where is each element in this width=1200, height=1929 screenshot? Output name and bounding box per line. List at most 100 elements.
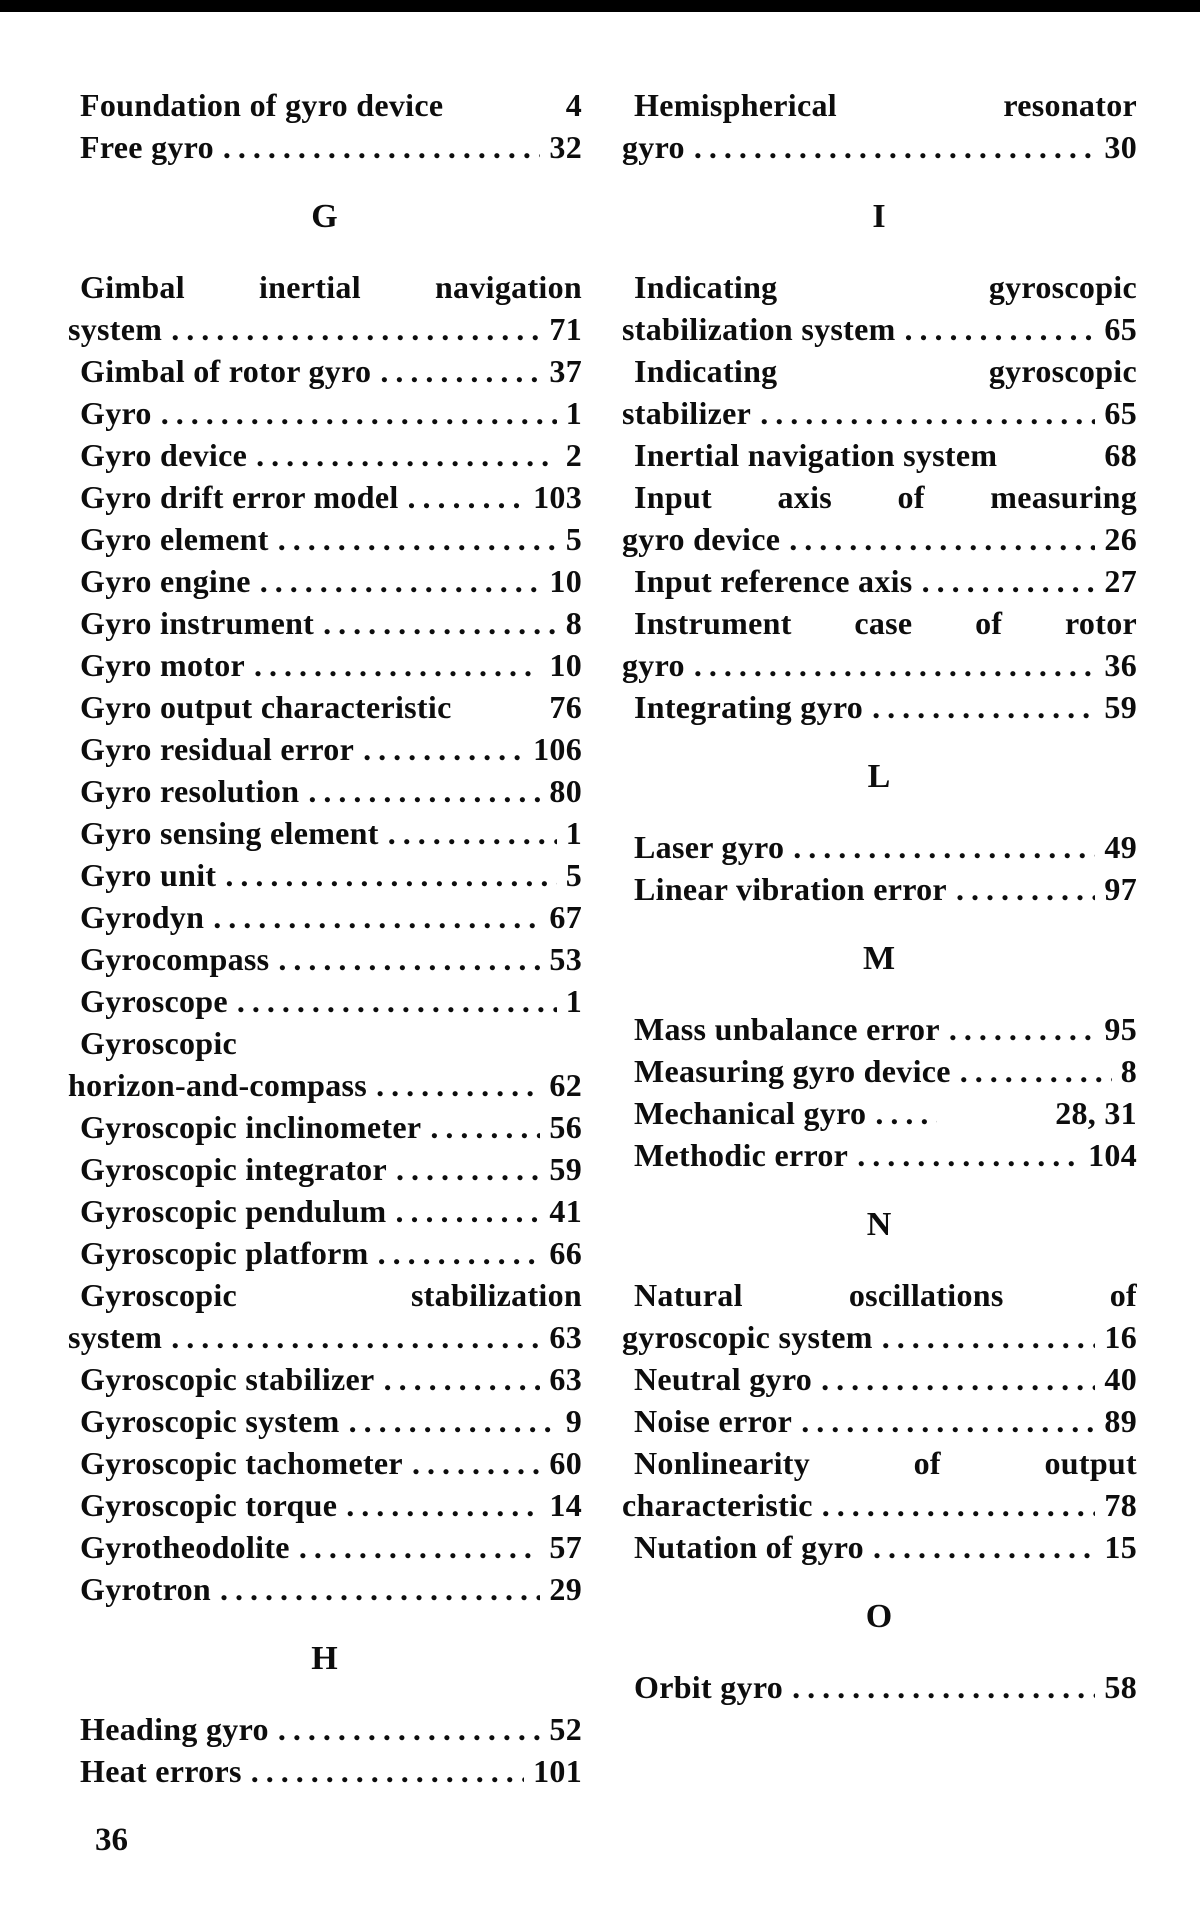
- entry-term: Gyrotheodolite: [80, 1529, 290, 1565]
- entry-page-number: 1: [565, 983, 582, 1019]
- entry-term: Heat errors: [80, 1753, 242, 1789]
- entry-term: Gyroscopic: [80, 1025, 238, 1061]
- index-entry-line: Gimbal of rotor gyro 37: [68, 350, 582, 392]
- entry-term: Orbit gyro: [634, 1669, 784, 1705]
- entry-term: Gyro instrument: [80, 605, 315, 641]
- index-entry-line: system 71: [68, 308, 582, 350]
- dot-leader: [363, 728, 524, 770]
- entry-term: Integrating gyro: [634, 689, 864, 725]
- entry-page-number: 1: [565, 395, 582, 431]
- entry-term: gyro: [622, 647, 685, 683]
- entry-page-number: 80: [549, 773, 582, 809]
- entry-term: Gyrocompass: [80, 941, 270, 977]
- page-number: 36: [95, 1822, 128, 1858]
- index-entry-line: Indicating gyroscopic: [622, 350, 1137, 392]
- dot-leader: [308, 770, 540, 812]
- dot-leader: [225, 854, 556, 896]
- index-entry-line: Gyroscopic inclinometer 56: [68, 1106, 582, 1148]
- entry-term: Input axis of measuring: [634, 479, 1137, 515]
- dot-leader: [254, 644, 540, 686]
- index-entry-line: Measuring gyro device 8: [622, 1050, 1137, 1092]
- index-entry-line: Gyroscopic torque 14: [68, 1484, 582, 1526]
- dot-leader: [346, 1484, 540, 1526]
- dot-leader: [956, 868, 1095, 910]
- entry-page-number: 63: [549, 1319, 582, 1355]
- dot-leader: [873, 1526, 1095, 1568]
- dot-leader: [251, 1750, 524, 1792]
- dot-leader: [396, 1190, 541, 1232]
- index-entry-line: Heat errors 101: [68, 1750, 582, 1792]
- entry-page-number: 95: [1104, 1011, 1137, 1047]
- entry-term: Nonlinearity of output: [634, 1445, 1137, 1481]
- dot-leader: [213, 896, 540, 938]
- entry-term: Mechanical gyro: [634, 1095, 867, 1131]
- index-entry-line: Gyro engine 10: [68, 560, 582, 602]
- entry-page-number: 76: [549, 689, 582, 725]
- entry-term: Hemispherical resonator: [634, 87, 1137, 123]
- entry-term: Gyroscopic integrator: [80, 1151, 387, 1187]
- entry-term: Gyroscopic stabilizer: [80, 1361, 375, 1397]
- entry-term: Linear vibration error: [634, 871, 947, 907]
- entry-page-number: 14: [549, 1487, 582, 1523]
- dot-leader: [378, 1232, 541, 1274]
- index-entry-line: Linear vibration error 97: [622, 868, 1137, 910]
- dot-leader: [380, 350, 540, 392]
- index-entry-line: Gyrotheodolite 57: [68, 1526, 582, 1568]
- index-entry-line: Input axis of measuring: [622, 476, 1137, 518]
- entry-page-number: 101: [533, 1753, 582, 1789]
- entry-term: Gyro unit: [80, 857, 217, 893]
- index-entry-line: Gyroscopic pendulum 41: [68, 1190, 582, 1232]
- index-entry-line: Mechanical gyro 28, 31: [622, 1092, 1137, 1134]
- entry-term: Gyro device: [80, 437, 248, 473]
- dot-leader: [694, 126, 1096, 168]
- index-entry-line: Input reference axis 27: [622, 560, 1137, 602]
- entry-page-number: 9: [565, 1403, 582, 1439]
- index-entry-line: characteristic 78: [622, 1484, 1137, 1526]
- index-entry-line: gyro 36: [622, 644, 1137, 686]
- entry-term: Gyro: [80, 395, 152, 431]
- entry-term: Gimbal of rotor gyro: [80, 353, 372, 389]
- entry-term: Gyroscopic platform: [80, 1235, 369, 1271]
- section-letter-header: M: [862, 940, 897, 977]
- entry-page-number: 104: [1088, 1137, 1137, 1173]
- index-entry-line: Gyro drift error model 103: [68, 476, 582, 518]
- index-entry-line: Gimbal inertial navigation: [68, 266, 582, 308]
- entry-term: Input reference axis: [634, 563, 913, 599]
- dot-leader: [960, 1050, 1112, 1092]
- index-entry-line: Gyroscopic system 9: [68, 1400, 582, 1442]
- index-entry-line: Methodic error 104: [622, 1134, 1137, 1176]
- index-entry-line: Instrument case of rotor: [622, 602, 1137, 644]
- index-entry-line: Gyro device 2: [68, 434, 582, 476]
- dot-leader: [793, 826, 1095, 868]
- entry-term: gyro device: [622, 521, 781, 557]
- entry-term: Gyro output characteristic: [80, 689, 452, 725]
- entry-term: Foundation of gyro device: [80, 87, 444, 123]
- dot-leader: [694, 644, 1096, 686]
- entry-term: gyro: [622, 129, 685, 165]
- dot-leader: [388, 812, 557, 854]
- entry-page-number: 59: [549, 1151, 582, 1187]
- scan-edge-artifact: [0, 0, 1200, 12]
- index-entry-line: Gyrodyn 67: [68, 896, 582, 938]
- entry-term: Mass unbalance error: [634, 1011, 940, 1047]
- entry-term: Gyrotron: [80, 1571, 211, 1607]
- entry-term: Nutation of gyro: [634, 1529, 864, 1565]
- entry-page-number: 2: [565, 437, 582, 473]
- entry-page-number: 4: [565, 87, 582, 123]
- index-entry-line: Neutral gyro 40: [622, 1358, 1137, 1400]
- index-entry-line: Gyroscopic stabilization: [68, 1274, 582, 1316]
- entry-page-number: 5: [565, 521, 582, 557]
- section-letter-header: O: [865, 1598, 894, 1635]
- entry-term: Gyroscopic system: [80, 1403, 340, 1439]
- entry-page-number: 89: [1104, 1403, 1137, 1439]
- section-letter-header: H: [311, 1640, 339, 1677]
- entry-term: Gyro residual error: [80, 731, 355, 767]
- dot-leader: [376, 1064, 540, 1106]
- index-entry-line: Natural oscillations of: [622, 1274, 1137, 1316]
- entry-term: stabilization system: [622, 311, 896, 347]
- entry-page-number: 67: [549, 899, 582, 935]
- dot-leader: [821, 1358, 1095, 1400]
- dot-leader: [278, 518, 557, 560]
- entry-term: Gyroscopic stabilization: [80, 1277, 582, 1313]
- entry-page-number: 30: [1104, 129, 1137, 165]
